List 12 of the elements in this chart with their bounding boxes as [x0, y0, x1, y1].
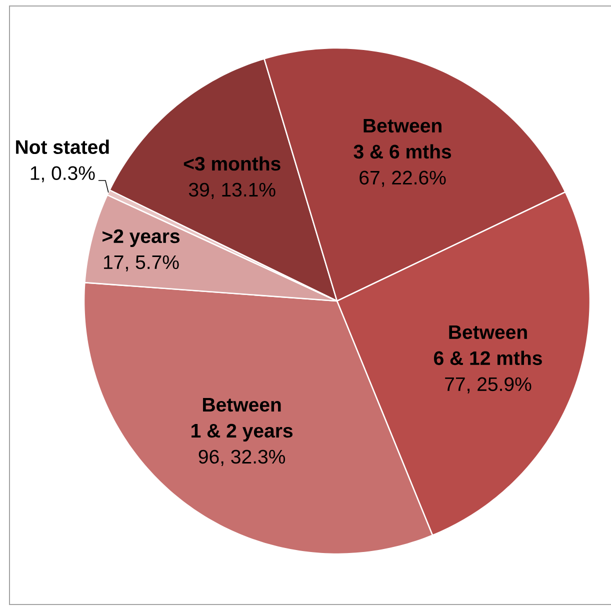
slice-label: Not stated	[16, 140, 109, 154]
data-label: 67, 22.6%	[360, 170, 446, 187]
slice-label: Between 1 & 2 years	[192, 398, 292, 442]
slice-label: >2 years	[102, 229, 180, 247]
data-label: 77, 25.9%	[445, 377, 532, 394]
slice-label: Between 6 & 12 mths	[434, 325, 542, 366]
data-label: 1, 0.3%	[30, 166, 95, 182]
slice-label: <3 months	[184, 156, 280, 171]
data-label: 96, 32.3%	[198, 450, 286, 466]
data-label: 17, 5.7%	[104, 255, 179, 272]
slice-label: Between 3 & 6 mths	[354, 118, 452, 159]
data-label: 39, 13.1%	[188, 182, 276, 199]
